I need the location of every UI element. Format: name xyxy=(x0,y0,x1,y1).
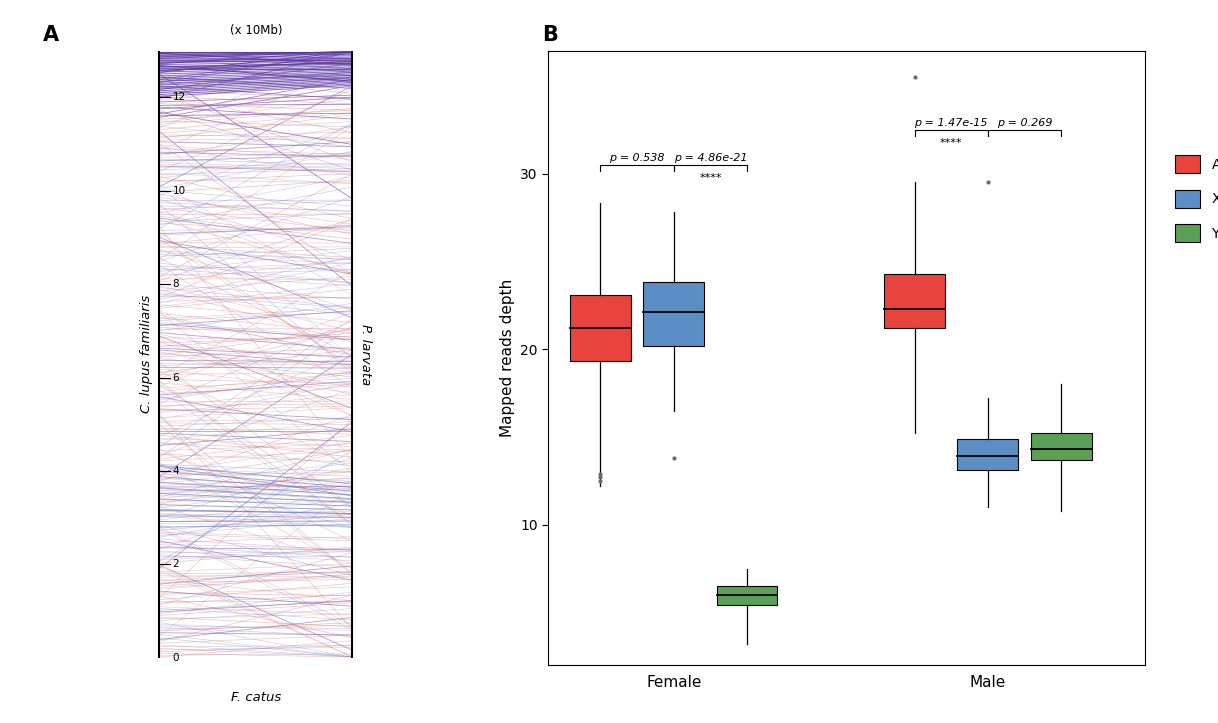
Text: 4: 4 xyxy=(173,466,179,476)
Y-axis label: Mapped reads depth: Mapped reads depth xyxy=(499,279,514,437)
Text: (x 10Mb): (x 10Mb) xyxy=(229,24,283,37)
Text: F. catus: F. catus xyxy=(230,690,281,703)
Text: A: A xyxy=(43,25,58,46)
Bar xyxy=(716,586,777,605)
Text: 12: 12 xyxy=(173,93,185,103)
Bar xyxy=(643,283,704,346)
Bar xyxy=(570,295,631,362)
Bar xyxy=(957,439,1018,470)
Text: p = 0.269: p = 0.269 xyxy=(996,118,1052,127)
Text: 8: 8 xyxy=(173,279,179,289)
Text: B: B xyxy=(542,25,558,46)
Text: p = 1.47e-15: p = 1.47e-15 xyxy=(915,118,988,127)
Text: C. lupus familiaris: C. lupus familiaris xyxy=(140,295,152,414)
Text: ****: **** xyxy=(699,173,721,183)
Text: p = 0.538: p = 0.538 xyxy=(609,153,665,163)
Legend: Autosomes, X-linked, Y-linked: Autosomes, X-linked, Y-linked xyxy=(1169,150,1218,248)
Text: p = 4.86e-21: p = 4.86e-21 xyxy=(674,153,747,163)
Text: 10: 10 xyxy=(173,186,185,196)
Text: 0: 0 xyxy=(173,653,179,663)
Bar xyxy=(1030,433,1091,460)
Text: 6: 6 xyxy=(173,372,179,382)
Text: P. larvata: P. larvata xyxy=(359,324,371,385)
Bar xyxy=(884,273,945,328)
Text: ****: **** xyxy=(940,137,962,147)
Text: 2: 2 xyxy=(173,560,179,570)
